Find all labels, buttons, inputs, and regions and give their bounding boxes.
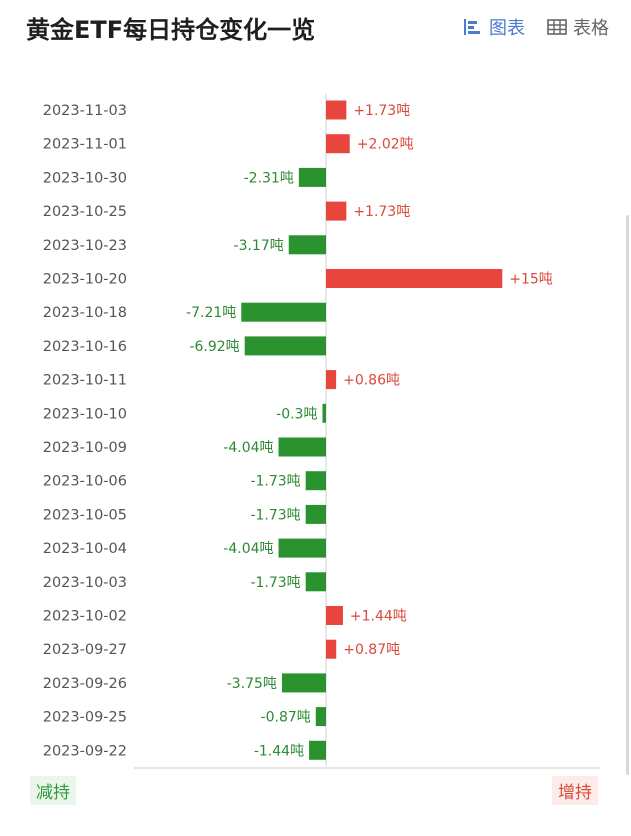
header: 黄金ETF每日持仓变化一览 图表 — [0, 0, 631, 60]
bar — [244, 336, 326, 356]
tab-chart-label: 图表 — [489, 18, 525, 39]
holdings-bar-chart: 2023-11-03 +1.73吨 2023-11-01 +2.02吨 2023-10-… — [43, 94, 600, 769]
bar — [305, 504, 326, 524]
date-label: 2023-10-03 — [43, 575, 127, 591]
tab-table[interactable]: 表格 — [547, 14, 609, 40]
value-label: +0.86吨 — [343, 373, 400, 389]
legend-decrease: 减持 — [30, 776, 76, 805]
date-label: 2023-11-01 — [43, 137, 127, 153]
date-label: 2023-10-20 — [43, 272, 127, 288]
value-label: -4.04吨 — [223, 541, 273, 557]
bar — [298, 167, 326, 187]
date-label: 2023-10-23 — [43, 238, 127, 254]
bar — [326, 134, 350, 154]
scrollbar[interactable] — [626, 215, 629, 775]
bar — [278, 437, 326, 457]
value-label: -1.73吨 — [250, 507, 300, 523]
value-label: +1.44吨 — [350, 609, 407, 625]
bar — [305, 471, 326, 491]
date-label: 2023-10-25 — [43, 204, 127, 220]
tab-table-label: 表格 — [573, 18, 609, 39]
value-label: -1.44吨 — [254, 743, 304, 759]
value-label: -1.73吨 — [250, 474, 300, 490]
date-label: 2023-10-10 — [43, 406, 127, 422]
value-label: +1.73吨 — [353, 204, 410, 220]
date-label: 2023-10-02 — [43, 609, 127, 625]
bar — [326, 370, 337, 390]
bar — [326, 269, 503, 288]
value-label: +2.02吨 — [357, 137, 414, 153]
bar — [322, 403, 326, 423]
view-toggle: 图表 表格 — [463, 14, 609, 40]
date-label: 2023-10-05 — [43, 507, 127, 523]
date-label: 2023-10-09 — [43, 440, 127, 456]
bar — [281, 673, 326, 693]
date-label: 2023-09-26 — [43, 676, 127, 692]
bar — [305, 572, 326, 592]
date-label: 2023-10-18 — [43, 305, 127, 321]
bar — [315, 707, 326, 727]
date-label: 2023-10-11 — [43, 373, 127, 389]
value-label: -3.75吨 — [227, 676, 277, 692]
bar-chart-icon — [463, 18, 483, 36]
value-label: -3.17吨 — [234, 238, 284, 254]
value-label: +15吨 — [509, 272, 553, 288]
bar — [309, 740, 326, 760]
page-title: 黄金ETF每日持仓变化一览 — [26, 16, 316, 44]
bar — [326, 639, 337, 659]
bar — [326, 606, 343, 625]
legend-increase: 增持 — [552, 776, 598, 805]
value-label: -4.04吨 — [223, 440, 273, 456]
date-label: 2023-10-04 — [43, 541, 127, 557]
value-label: -2.31吨 — [244, 170, 294, 186]
date-label: 2023-10-30 — [43, 170, 127, 186]
bar — [241, 302, 326, 322]
value-label: +1.73吨 — [353, 103, 410, 119]
value-label: -0.3吨 — [276, 406, 317, 422]
bar — [278, 538, 326, 558]
table-icon — [547, 19, 567, 35]
value-label: -1.73吨 — [250, 575, 300, 591]
value-label: -0.87吨 — [261, 710, 311, 726]
date-label: 2023-09-25 — [43, 710, 127, 726]
date-label: 2023-11-03 — [43, 103, 127, 119]
date-label: 2023-09-22 — [43, 743, 127, 759]
date-label: 2023-10-16 — [43, 339, 127, 355]
bar — [288, 235, 326, 255]
date-label: 2023-09-27 — [43, 642, 127, 658]
value-label: +0.87吨 — [343, 642, 400, 658]
value-label: -7.21吨 — [186, 305, 236, 321]
bar — [326, 201, 347, 221]
bar — [326, 100, 347, 120]
tab-chart[interactable]: 图表 — [463, 14, 525, 40]
date-label: 2023-10-06 — [43, 474, 127, 490]
value-label: -6.92吨 — [189, 339, 239, 355]
